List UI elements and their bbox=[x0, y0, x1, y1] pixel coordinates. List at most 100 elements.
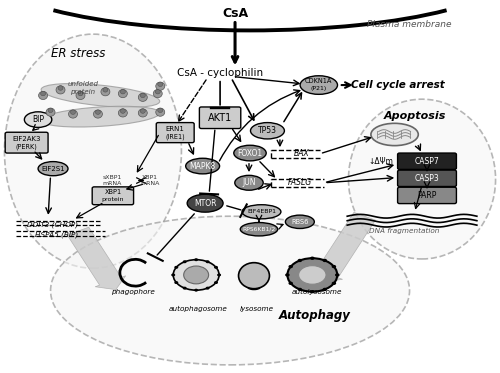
Ellipse shape bbox=[214, 266, 218, 269]
Ellipse shape bbox=[4, 34, 182, 268]
Text: RBS6: RBS6 bbox=[291, 219, 308, 225]
Text: RPS6KB1/2: RPS6KB1/2 bbox=[242, 227, 276, 232]
FancyBboxPatch shape bbox=[398, 187, 456, 204]
Ellipse shape bbox=[322, 288, 327, 291]
Ellipse shape bbox=[154, 90, 162, 98]
Ellipse shape bbox=[322, 259, 327, 262]
Text: HSPA5 (BIP): HSPA5 (BIP) bbox=[35, 232, 78, 238]
Ellipse shape bbox=[371, 123, 418, 145]
Text: ↓ΔΨm: ↓ΔΨm bbox=[368, 157, 393, 166]
Text: DNA fragmentation: DNA fragmentation bbox=[370, 228, 440, 234]
Ellipse shape bbox=[138, 109, 147, 117]
Text: PARP: PARP bbox=[418, 191, 436, 200]
Ellipse shape bbox=[140, 93, 145, 98]
Text: Plasma membrane: Plasma membrane bbox=[368, 21, 452, 29]
Ellipse shape bbox=[96, 110, 100, 115]
FancyBboxPatch shape bbox=[5, 132, 48, 153]
Text: FOXO1: FOXO1 bbox=[238, 148, 262, 157]
Ellipse shape bbox=[78, 91, 83, 96]
Ellipse shape bbox=[174, 281, 178, 284]
Ellipse shape bbox=[286, 215, 314, 229]
Ellipse shape bbox=[56, 86, 65, 94]
Ellipse shape bbox=[171, 273, 175, 276]
Ellipse shape bbox=[298, 259, 302, 262]
Text: MAPK8: MAPK8 bbox=[190, 162, 216, 170]
Ellipse shape bbox=[50, 216, 410, 365]
Ellipse shape bbox=[156, 82, 164, 90]
Ellipse shape bbox=[235, 175, 263, 190]
Ellipse shape bbox=[298, 288, 302, 291]
Text: DDIT3 (CHOP): DDIT3 (CHOP) bbox=[28, 221, 78, 228]
Ellipse shape bbox=[138, 93, 147, 101]
Ellipse shape bbox=[187, 194, 223, 212]
Text: CASP3: CASP3 bbox=[414, 174, 440, 183]
Ellipse shape bbox=[288, 282, 293, 285]
Text: BAX: BAX bbox=[294, 149, 309, 158]
Ellipse shape bbox=[58, 86, 63, 90]
Text: CsA: CsA bbox=[222, 7, 248, 20]
FancyArrow shape bbox=[67, 227, 126, 289]
Ellipse shape bbox=[250, 123, 284, 139]
Text: autophagosome: autophagosome bbox=[168, 306, 227, 312]
Text: Cell cycle arrest: Cell cycle arrest bbox=[350, 80, 444, 90]
FancyBboxPatch shape bbox=[398, 153, 456, 169]
Ellipse shape bbox=[240, 223, 278, 236]
Ellipse shape bbox=[38, 162, 68, 176]
FancyArrow shape bbox=[312, 212, 376, 282]
Ellipse shape bbox=[156, 90, 160, 94]
Text: CDKN1A: CDKN1A bbox=[305, 78, 332, 84]
Text: CsA - cyclophilin: CsA - cyclophilin bbox=[177, 68, 263, 78]
Text: (PERK): (PERK) bbox=[16, 143, 38, 150]
Text: (P21): (P21) bbox=[310, 86, 327, 91]
Text: autolysosome: autolysosome bbox=[292, 289, 343, 295]
Text: FASLG: FASLG bbox=[288, 178, 312, 187]
FancyBboxPatch shape bbox=[398, 170, 456, 186]
Ellipse shape bbox=[76, 91, 85, 100]
Text: XBP1
mRNA: XBP1 mRNA bbox=[140, 175, 160, 186]
Ellipse shape bbox=[46, 108, 55, 116]
Ellipse shape bbox=[194, 258, 198, 261]
Ellipse shape bbox=[173, 260, 219, 290]
Ellipse shape bbox=[310, 257, 314, 260]
Ellipse shape bbox=[38, 91, 48, 100]
Ellipse shape bbox=[348, 99, 496, 259]
Text: XBP1: XBP1 bbox=[104, 189, 122, 195]
Ellipse shape bbox=[40, 91, 46, 96]
Text: lysosome: lysosome bbox=[240, 306, 274, 312]
Text: ERN1: ERN1 bbox=[166, 126, 184, 132]
Ellipse shape bbox=[214, 281, 218, 284]
Ellipse shape bbox=[158, 82, 162, 87]
Text: Apoptosis: Apoptosis bbox=[384, 111, 446, 121]
Ellipse shape bbox=[186, 158, 220, 174]
Text: TP53: TP53 bbox=[258, 126, 277, 135]
Ellipse shape bbox=[335, 273, 340, 277]
Ellipse shape bbox=[70, 110, 76, 115]
Ellipse shape bbox=[118, 109, 128, 117]
Ellipse shape bbox=[242, 205, 281, 219]
Text: EIF2S1: EIF2S1 bbox=[41, 166, 65, 172]
Ellipse shape bbox=[238, 263, 270, 289]
Text: protein: protein bbox=[102, 197, 124, 202]
Text: JUN: JUN bbox=[242, 178, 256, 187]
Ellipse shape bbox=[182, 287, 186, 289]
Ellipse shape bbox=[101, 88, 110, 96]
Ellipse shape bbox=[206, 287, 210, 289]
Ellipse shape bbox=[158, 108, 162, 113]
Text: CASP7: CASP7 bbox=[414, 157, 440, 166]
Text: sXBP1
mRNA: sXBP1 mRNA bbox=[102, 175, 122, 186]
Ellipse shape bbox=[174, 266, 178, 269]
Ellipse shape bbox=[194, 289, 198, 292]
Ellipse shape bbox=[288, 258, 338, 292]
Ellipse shape bbox=[332, 282, 336, 285]
FancyBboxPatch shape bbox=[200, 107, 241, 129]
Ellipse shape bbox=[332, 265, 336, 268]
Ellipse shape bbox=[120, 90, 126, 94]
Ellipse shape bbox=[298, 266, 326, 284]
Ellipse shape bbox=[103, 88, 108, 92]
Text: BIP: BIP bbox=[32, 115, 44, 124]
Ellipse shape bbox=[41, 84, 160, 107]
Ellipse shape bbox=[288, 265, 293, 268]
Ellipse shape bbox=[206, 260, 210, 263]
Ellipse shape bbox=[41, 106, 160, 127]
Text: phagophore: phagophore bbox=[111, 289, 155, 295]
